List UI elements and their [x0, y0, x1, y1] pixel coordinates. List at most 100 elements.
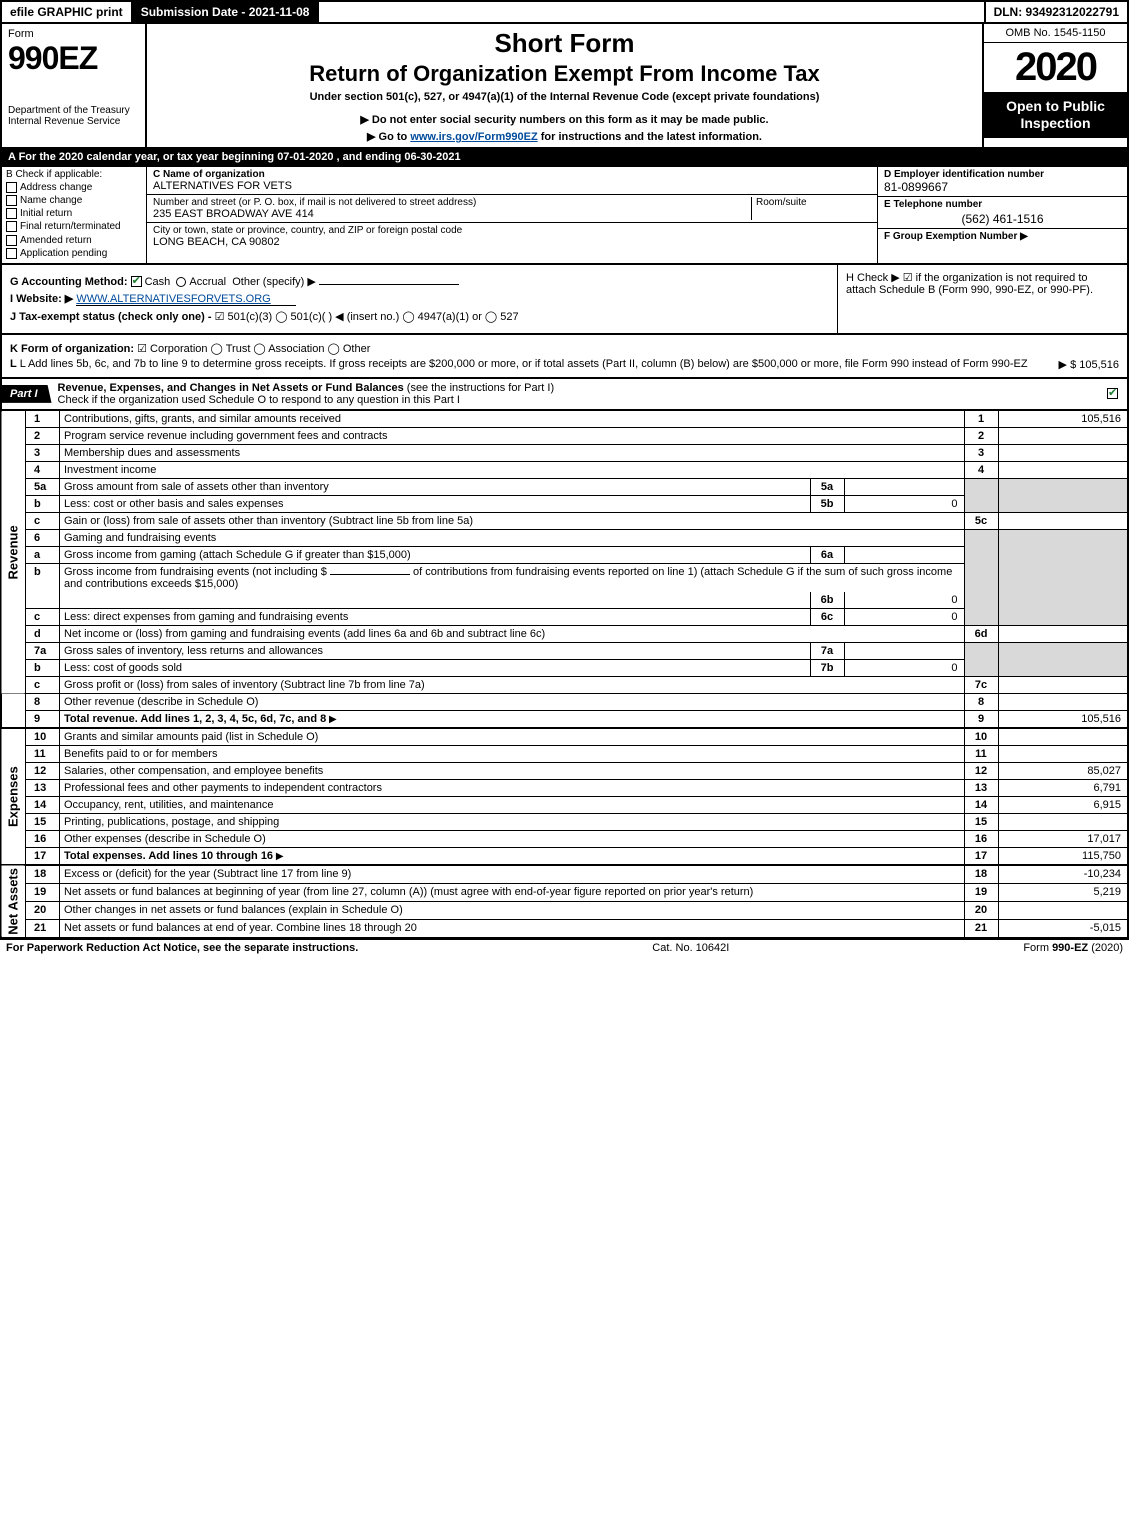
ln20-lineno: 20	[964, 901, 998, 919]
section-e: E Telephone number (562) 461-1516	[878, 197, 1127, 229]
efile-print[interactable]: efile GRAPHIC print	[2, 2, 133, 22]
cb-name-change[interactable]: Name change	[6, 195, 142, 206]
ln8-amt	[998, 693, 1128, 710]
part1-header: Part I Revenue, Expenses, and Changes in…	[0, 379, 1129, 411]
form-number: 990EZ	[8, 40, 139, 77]
ln6b-desc1: Gross income from fundraising events (no…	[60, 563, 965, 592]
ln19-amt: 5,219	[998, 883, 1128, 901]
ln18-num: 18	[26, 865, 60, 883]
topbar: efile GRAPHIC print Submission Date - 20…	[0, 0, 1129, 24]
footer-center: Cat. No. 10642I	[652, 942, 729, 954]
rb-accrual[interactable]	[176, 277, 186, 287]
checkbox-icon[interactable]	[6, 195, 17, 206]
g-other-input[interactable]	[319, 284, 459, 285]
part1-checkbox[interactable]	[1107, 388, 1118, 399]
ln7-grey	[964, 642, 998, 676]
ln7c-lineno: 7c	[964, 676, 998, 693]
section-def: D Employer identification number 81-0899…	[877, 167, 1127, 263]
irs-label: Internal Revenue Service	[8, 116, 139, 127]
irs-link[interactable]: www.irs.gov/Form990EZ	[410, 131, 537, 143]
ln16-desc: Other expenses (describe in Schedule O)	[60, 830, 965, 847]
cb-cash[interactable]	[131, 276, 142, 287]
cb-final-return[interactable]: Final return/terminated	[6, 221, 142, 232]
ln5c-desc: Gain or (loss) from sale of assets other…	[60, 512, 965, 529]
ln17-amt: 115,750	[998, 847, 1128, 865]
ln2-amt	[998, 427, 1128, 444]
ln4-desc: Investment income	[60, 461, 965, 478]
block-gihj: G Accounting Method: Cash Accrual Other …	[0, 265, 1129, 335]
website-link[interactable]: WWW.ALTERNATIVESFORVETS.ORG	[76, 293, 296, 306]
ln7b-boxval: 0	[844, 659, 964, 676]
cb-label: Amended return	[20, 235, 92, 246]
l-amount: ▶ $ 105,516	[1059, 358, 1119, 371]
checkbox-icon[interactable]	[6, 235, 17, 246]
ln5c-num: c	[26, 512, 60, 529]
section-j: J Tax-exempt status (check only one) - ☑…	[10, 310, 829, 323]
topbar-spacer	[319, 2, 983, 22]
ln7a-desc: Gross sales of inventory, less returns a…	[60, 642, 811, 659]
ln13-lineno: 13	[964, 779, 998, 796]
ln5b-desc: Less: cost or other basis and sales expe…	[60, 495, 811, 512]
ln6b-num: b	[26, 563, 60, 608]
ln5a-num: 5a	[26, 478, 60, 495]
section-c: C Name of organization ALTERNATIVES FOR …	[147, 167, 877, 263]
ln16-lineno: 16	[964, 830, 998, 847]
ln5b-num: b	[26, 495, 60, 512]
section-d: D Employer identification number 81-0899…	[878, 167, 1127, 197]
footer-right: Form 990-EZ (2020)	[1023, 942, 1123, 954]
ln3-desc: Membership dues and assessments	[60, 444, 965, 461]
ln6b-blank[interactable]	[330, 574, 410, 575]
ln6b-desc1-text: Gross income from fundraising events (no…	[64, 566, 327, 578]
section-g: G Accounting Method: Cash Accrual Other …	[10, 275, 829, 288]
cb-amended-return[interactable]: Amended return	[6, 235, 142, 246]
ln7b-box: 7b	[810, 659, 844, 676]
ln16-num: 16	[26, 830, 60, 847]
ln5c-lineno: 5c	[964, 512, 998, 529]
block-bcf: B Check if applicable: Address change Na…	[0, 167, 1129, 265]
ln15-num: 15	[26, 813, 60, 830]
ln17-desc: Total expenses. Add lines 10 through 16	[60, 847, 965, 865]
cb-application-pending[interactable]: Application pending	[6, 248, 142, 259]
title-short-form: Short Form	[157, 28, 972, 59]
ln20-desc: Other changes in net assets or fund bala…	[60, 901, 965, 919]
ln14-amt: 6,915	[998, 796, 1128, 813]
checkbox-icon[interactable]	[6, 248, 17, 259]
ln12-num: 12	[26, 762, 60, 779]
cb-address-change[interactable]: Address change	[6, 182, 142, 193]
ln18-lineno: 18	[964, 865, 998, 883]
cb-label: Final return/terminated	[20, 222, 121, 233]
ln1-amt: 105,516	[998, 411, 1128, 428]
ln7-grey-amt	[998, 642, 1128, 676]
ln5a-box: 5a	[810, 478, 844, 495]
group-exemption-label: F Group Exemption Number ▶	[884, 231, 1028, 242]
block-kl: K Form of organization: ☑ Corporation ◯ …	[0, 335, 1129, 379]
ln6d-desc: Net income or (loss) from gaming and fun…	[60, 625, 965, 642]
ln1-num: 1	[26, 411, 60, 428]
ln6b-boxval: 0	[844, 592, 964, 609]
ln11-num: 11	[26, 745, 60, 762]
ln21-amt: -5,015	[998, 919, 1128, 937]
ln18-desc: Excess or (deficit) for the year (Subtra…	[60, 865, 965, 883]
part1-check-text: Check if the organization used Schedule …	[58, 394, 460, 406]
ln10-desc: Grants and similar amounts paid (list in…	[60, 728, 965, 746]
ln9-num: 9	[26, 710, 60, 728]
ln17-lineno: 17	[964, 847, 998, 865]
ein-value: 81-0899667	[884, 180, 1121, 194]
ln7c-amt	[998, 676, 1128, 693]
checkbox-icon[interactable]	[6, 208, 17, 219]
ln19-lineno: 19	[964, 883, 998, 901]
ln7a-num: 7a	[26, 642, 60, 659]
part1-title: Revenue, Expenses, and Changes in Net As…	[58, 379, 1107, 409]
ln11-lineno: 11	[964, 745, 998, 762]
checkbox-icon[interactable]	[6, 182, 17, 193]
ln7a-boxval	[844, 642, 964, 659]
checkbox-icon[interactable]	[6, 221, 17, 232]
org-name-label: C Name of organization	[153, 169, 867, 180]
arrow-icon	[273, 850, 283, 862]
ln21-desc: Net assets or fund balances at end of ye…	[60, 919, 965, 937]
section-h: H Check ▶ ☑ if the organization is not r…	[837, 265, 1127, 333]
goto-post: for instructions and the latest informat…	[538, 131, 762, 143]
cb-initial-return[interactable]: Initial return	[6, 208, 142, 219]
ln4-lineno: 4	[964, 461, 998, 478]
section-k: K Form of organization: ☑ Corporation ◯ …	[10, 342, 1119, 355]
